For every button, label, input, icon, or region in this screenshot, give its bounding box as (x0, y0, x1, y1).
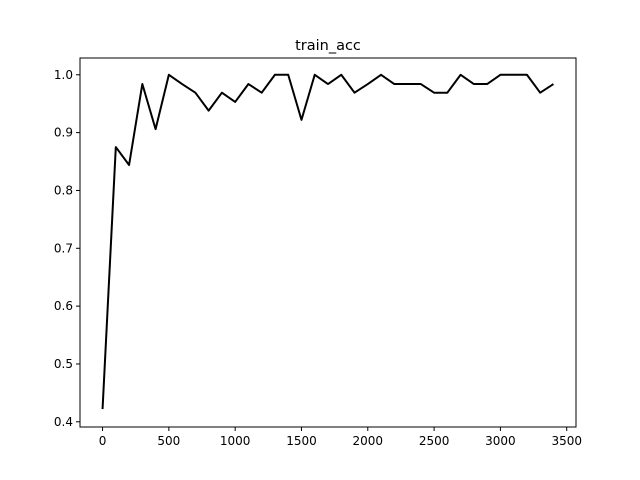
plot-frame (79, 57, 577, 428)
y-tick-label: 1.0 (54, 68, 73, 82)
x-tick-label: 2000 (353, 434, 384, 448)
x-tick-label: 3500 (551, 434, 582, 448)
y-tick-label: 0.9 (54, 126, 73, 140)
y-tick-label: 0.4 (54, 415, 73, 429)
chart-title: train_acc (295, 38, 361, 54)
x-axis: 0 500 1000 1500 2000 2500 3000 3500 (99, 427, 582, 448)
y-axis: 0.4 0.5 0.6 0.7 0.8 0.9 1.0 (54, 68, 80, 429)
x-tick-label: 1500 (286, 434, 317, 448)
series-line (101, 73, 554, 410)
y-tick-label: 0.5 (54, 357, 73, 371)
x-tick-label: 500 (157, 434, 180, 448)
x-tick-label: 3000 (485, 434, 516, 448)
y-tick-label: 0.8 (54, 183, 73, 197)
y-tick-label: 0.6 (54, 299, 73, 313)
x-tick-label: 2500 (419, 434, 450, 448)
y-tick-label: 0.7 (54, 241, 73, 255)
series-group (101, 73, 554, 410)
x-tick-label: 0 (99, 434, 107, 448)
x-tick-label: 1000 (220, 434, 251, 448)
